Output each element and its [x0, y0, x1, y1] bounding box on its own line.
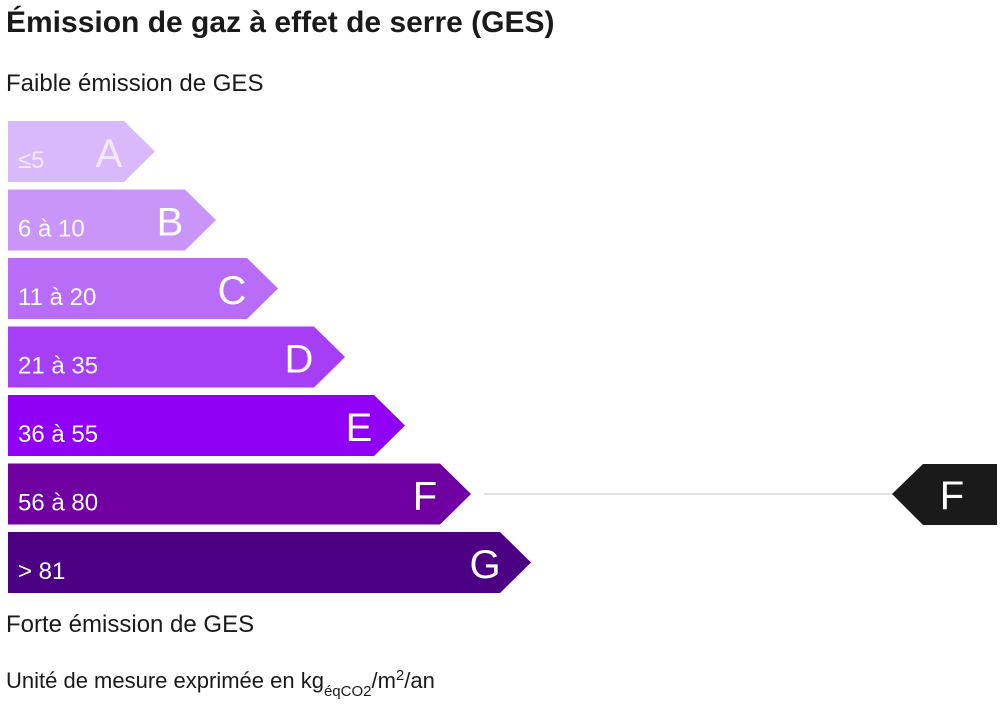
current-indicator [892, 464, 997, 525]
unit-sup: 2 [396, 667, 404, 684]
unit: Unité de mesure exprimée en kgéqCO2/m2/a… [6, 667, 435, 700]
unit-mid: /m [371, 668, 395, 693]
title: Émission de gaz à effet de serre (GES) [6, 5, 555, 39]
class-letter: F [413, 475, 437, 519]
class-letter: B [157, 201, 184, 245]
class-letter: E [346, 406, 373, 450]
unit-end: /an [404, 668, 435, 693]
class-range: 21 à 35 [18, 353, 98, 380]
class-bar [8, 189, 216, 251]
class-letter: D [285, 338, 314, 382]
unit-sub: éqCO2 [324, 683, 372, 700]
bottom-label: Forte émission de GES [6, 611, 254, 638]
class-bar [8, 463, 471, 525]
top-label: Faible émission de GES [6, 70, 263, 97]
class-range: > 81 [18, 558, 65, 585]
current-letter: F [940, 474, 964, 518]
class-bar [8, 258, 278, 319]
class-range: ≤5 [18, 147, 45, 174]
class-range: 56 à 80 [18, 490, 98, 517]
class-range: 11 à 20 [18, 284, 96, 311]
class-bar [8, 121, 155, 182]
class-letter: A [96, 132, 123, 176]
class-bar [8, 395, 405, 456]
unit-text: Unité de mesure exprimée en kg [6, 668, 324, 693]
class-bar [8, 326, 345, 388]
class-range: 36 à 55 [18, 421, 98, 448]
class-bar [8, 532, 531, 593]
class-range: 6 à 10 [18, 216, 85, 243]
class-letter: G [469, 543, 500, 587]
class-bars: ≤5 A 6 à 10 B 11 à 20 C 21 à 35 D 36 à 55 E 56 à 8… [8, 121, 531, 593]
class-letter: C [218, 269, 247, 313]
